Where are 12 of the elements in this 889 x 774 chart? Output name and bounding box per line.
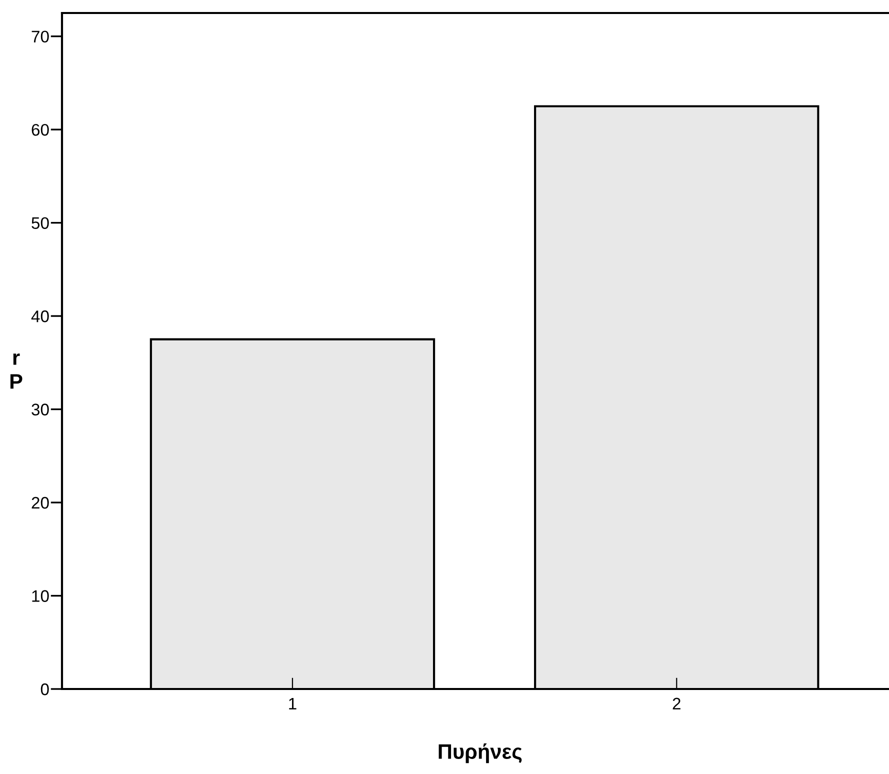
y-tick-label: 60 (32, 124, 49, 136)
x-tick-label: 1 (289, 698, 296, 710)
y-tick-label: 70 (32, 30, 49, 43)
x-axis-title: Πυρήνες (438, 743, 522, 764)
x-tick-label: 2 (672, 698, 680, 710)
y-tick-label: 0 (40, 683, 49, 696)
y-tick-label: 40 (31, 310, 49, 322)
y-axis-title: r P (10, 353, 22, 389)
y-tick-label: 10 (32, 590, 49, 602)
y-tick-label: 30 (32, 404, 49, 416)
y-tick-label: 50 (32, 217, 49, 229)
y-tick-label: 20 (32, 496, 49, 509)
